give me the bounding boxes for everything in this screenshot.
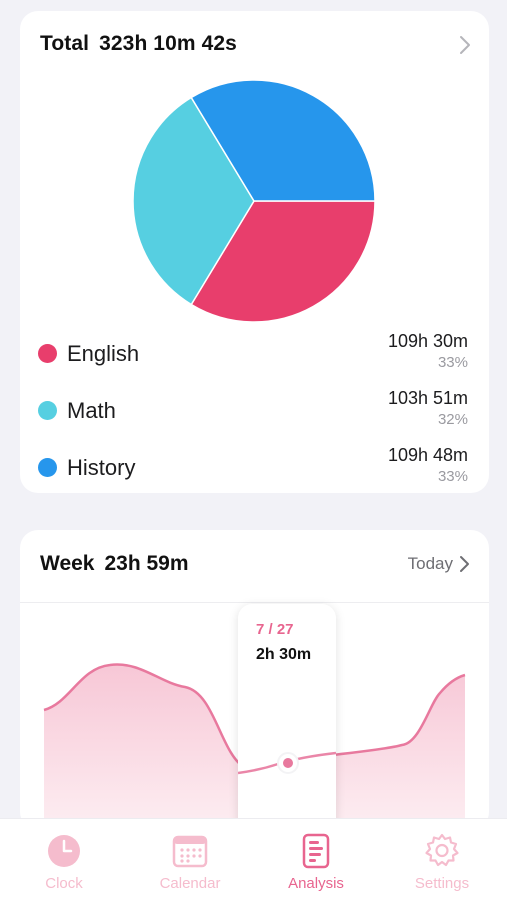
legend-dot-history [38, 458, 57, 477]
legend-row-english: English 109h 30m 33% [38, 331, 470, 377]
tab-analysis[interactable]: Analysis [253, 819, 379, 900]
settings-icon [425, 833, 459, 867]
tooltip-value: 2h 30m [256, 646, 312, 663]
total-card[interactable]: Total 323h 10m 42s English 109h 30m 33% M… [20, 11, 489, 493]
tab-clock[interactable]: Clock [1, 819, 127, 900]
pie-slice-history [190, 79, 376, 202]
pie-slice-english [190, 200, 376, 323]
tab-label: Calendar [159, 875, 221, 892]
today-label: Today [407, 554, 453, 573]
legend-row-math: Math 103h 51m 32% [38, 388, 470, 434]
total-label: Total [40, 32, 90, 55]
legend-time: 109h 30m [387, 331, 468, 351]
tab-label: Clock [45, 875, 83, 892]
legend-dot-english [38, 344, 57, 363]
selected-point-dot [283, 758, 293, 768]
legend-percent: 32% [437, 411, 468, 428]
legend-name: History [67, 455, 136, 480]
tooltip-point-layer [238, 751, 336, 775]
total-value: 323h 10m 42s [99, 32, 237, 55]
pie-chart [132, 79, 376, 323]
chevron-right-icon [460, 556, 469, 572]
chevron-right-icon[interactable] [455, 35, 475, 55]
week-value: 23h 59m [104, 552, 189, 575]
calendar-icon [172, 835, 208, 868]
chart-area [44, 664, 465, 830]
tab-bar: Clock Calendar Analysis [0, 818, 507, 900]
divider [20, 602, 489, 603]
week-header: Week 23h 59m [40, 552, 189, 576]
legend-percent: 33% [437, 354, 468, 371]
total-header: Total 323h 10m 42s [40, 32, 237, 56]
legend-percent: 33% [437, 468, 468, 485]
legend-time: 109h 48m [387, 445, 468, 465]
legend-name: Math [67, 398, 116, 423]
legend-row-history: History 109h 48m 33% [38, 445, 470, 491]
legend-dot-math [38, 401, 57, 420]
pie-slice-math [132, 96, 255, 306]
today-button[interactable]: Today [408, 554, 471, 574]
tab-settings[interactable]: Settings [379, 819, 505, 900]
tab-calendar[interactable]: Calendar [127, 819, 253, 900]
legend-name: English [67, 341, 140, 366]
clock-icon [48, 835, 80, 867]
tooltip-date: 7 / 27 [256, 621, 294, 638]
week-card: Week 23h 59m Today 7 / 27 2h 30m [20, 530, 489, 830]
chart-tooltip: 7 / 27 2h 30m [238, 604, 336, 830]
tab-label: Settings [414, 875, 470, 892]
week-label: Week [40, 552, 95, 575]
analysis-icon [302, 833, 330, 869]
legend-time: 103h 51m [387, 388, 468, 408]
tab-label: Analysis [288, 875, 344, 892]
